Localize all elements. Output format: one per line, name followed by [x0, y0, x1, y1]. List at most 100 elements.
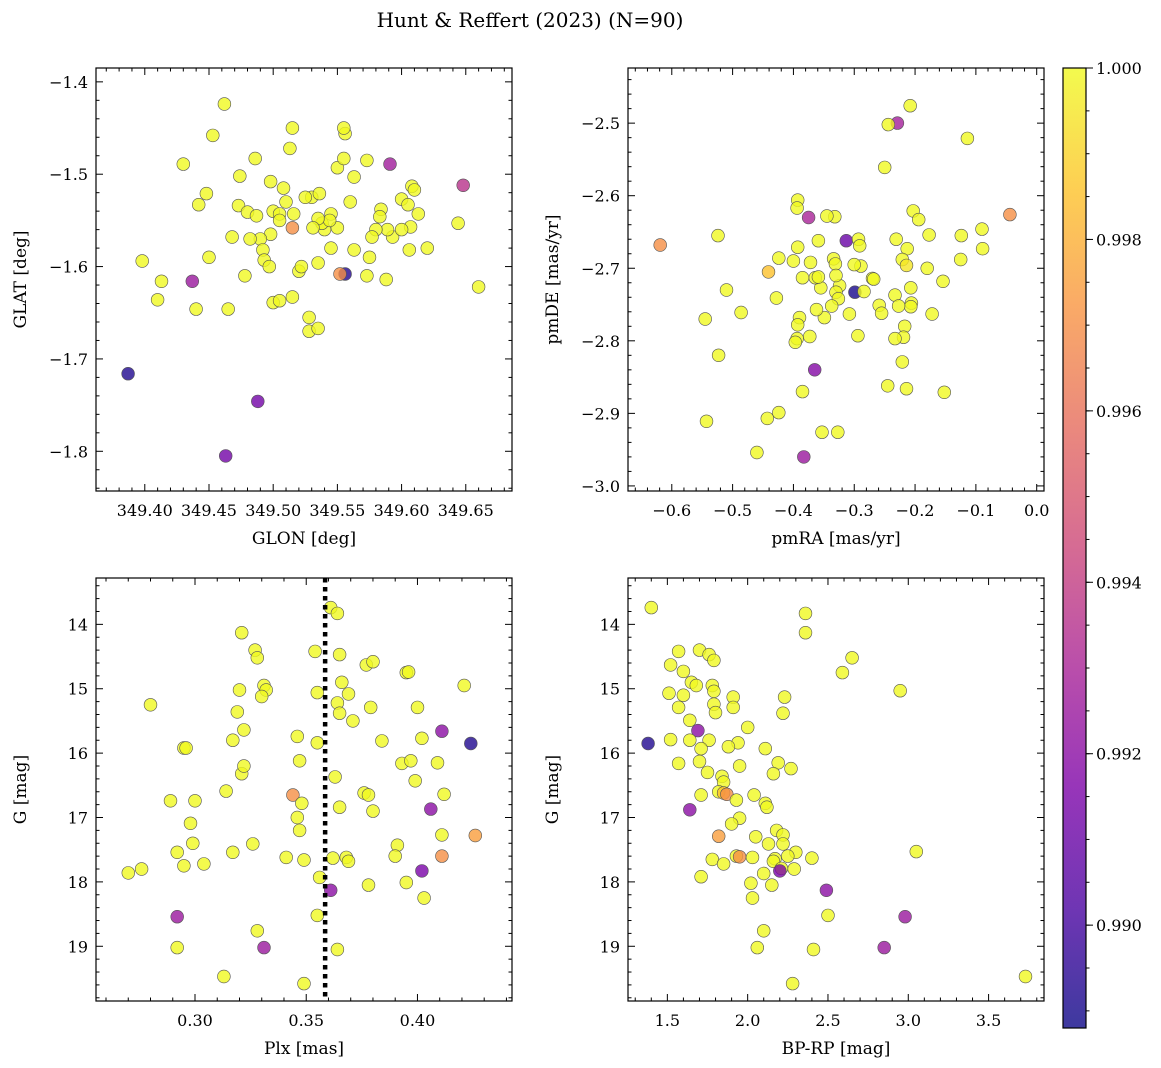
data-point	[394, 222, 409, 237]
data-point	[366, 804, 380, 818]
data-point	[263, 174, 278, 189]
data-point	[362, 250, 377, 264]
data-point	[817, 310, 832, 325]
data-point	[199, 186, 214, 201]
y-tick-label: −2.8	[581, 332, 620, 351]
data-point	[820, 209, 834, 223]
data-point	[360, 269, 374, 283]
data-point	[177, 859, 191, 873]
data-point	[758, 741, 772, 756]
data-point	[332, 647, 347, 662]
data-point	[891, 299, 906, 313]
data-point	[257, 940, 271, 955]
data-point	[197, 857, 211, 871]
colorbar-ticks: 0.990 0.992 0.994 0.996 0.998 1.000	[1086, 59, 1142, 1012]
data-point	[809, 302, 824, 317]
data-point	[653, 238, 667, 252]
data-point	[765, 878, 779, 892]
data-point	[671, 756, 686, 771]
axes-frame	[627, 577, 1045, 1002]
data-point	[310, 685, 324, 700]
data-point	[909, 844, 923, 859]
data-point	[880, 379, 895, 393]
x-tick-label: 0.40	[400, 1011, 436, 1030]
data-point	[233, 169, 247, 183]
data-point	[295, 796, 309, 810]
data-point	[663, 732, 678, 747]
data-point	[311, 321, 325, 336]
data-point	[745, 891, 760, 905]
data-point	[341, 687, 356, 701]
data-point	[407, 183, 422, 197]
data-point	[347, 243, 361, 257]
y-tick-label: 19	[600, 937, 620, 956]
data-point	[411, 207, 425, 221]
data-point	[691, 723, 705, 738]
data-point	[683, 803, 697, 817]
data-point	[456, 178, 470, 193]
data-point	[311, 256, 325, 270]
data-point	[721, 739, 736, 754]
data-point	[337, 151, 351, 166]
y-axis-label: pmDE [mas/yr]	[543, 214, 563, 344]
data-point	[364, 700, 378, 715]
data-point	[769, 291, 784, 305]
data-point	[402, 243, 416, 257]
data-point	[251, 394, 265, 409]
data-point	[250, 924, 264, 938]
panel-3: 0.30 0.35 0.40 14 15 16 17 18 19 Plx [mas] G [mag]	[11, 577, 513, 1059]
data-point	[806, 942, 821, 957]
x-tick-label: 349.50	[245, 501, 301, 520]
y-tick-label: 18	[68, 873, 88, 892]
data-point	[202, 250, 216, 264]
data-point	[221, 302, 235, 316]
data-point	[326, 851, 340, 865]
data-point	[330, 161, 345, 175]
data-point	[790, 318, 805, 332]
data-point	[312, 186, 327, 201]
data-point	[217, 97, 232, 111]
data-point	[185, 274, 200, 288]
points	[121, 97, 486, 463]
data-point	[373, 210, 387, 224]
data-point	[230, 705, 245, 719]
data-point	[911, 212, 926, 227]
data-point	[1003, 207, 1017, 222]
x-tick-label: −0.1	[956, 501, 995, 520]
x-tick-label: 349.45	[181, 501, 237, 520]
data-point	[805, 851, 819, 865]
data-point	[276, 181, 291, 195]
data-point	[807, 363, 822, 377]
axes-frame	[627, 67, 1045, 492]
data-point	[845, 651, 859, 665]
data-point	[766, 766, 781, 781]
data-point	[750, 445, 764, 460]
data-point	[729, 793, 744, 807]
y-tick-label: 14	[68, 615, 88, 634]
panel-1: 349.40 349.45 349.50 349.55 349.60 349.65 −1.8…	[11, 67, 513, 549]
y-tick-label: 17	[600, 809, 620, 828]
data-point	[698, 312, 712, 326]
data-point	[420, 241, 434, 255]
data-point	[852, 239, 867, 253]
colorbar-tick-label: 1.000	[1096, 59, 1142, 78]
x-tick-label: −0.4	[774, 501, 813, 520]
data-point	[290, 810, 304, 825]
x-tick-label: 1.5	[655, 1011, 680, 1030]
data-point	[308, 644, 322, 659]
data-point	[772, 251, 786, 265]
data-point	[811, 270, 826, 284]
y-axis-label: GLAT [deg]	[11, 230, 31, 328]
data-point	[219, 449, 233, 463]
data-point	[361, 878, 376, 892]
data-point	[960, 131, 975, 146]
data-point	[335, 675, 349, 689]
data-point	[154, 274, 169, 288]
x-tick-label: 0.35	[288, 1011, 324, 1030]
data-point	[279, 850, 293, 865]
data-point	[217, 969, 231, 984]
data-point	[790, 201, 804, 215]
data-point	[250, 651, 264, 665]
data-point	[237, 723, 251, 737]
x-tick-label: 0.30	[177, 1011, 213, 1030]
